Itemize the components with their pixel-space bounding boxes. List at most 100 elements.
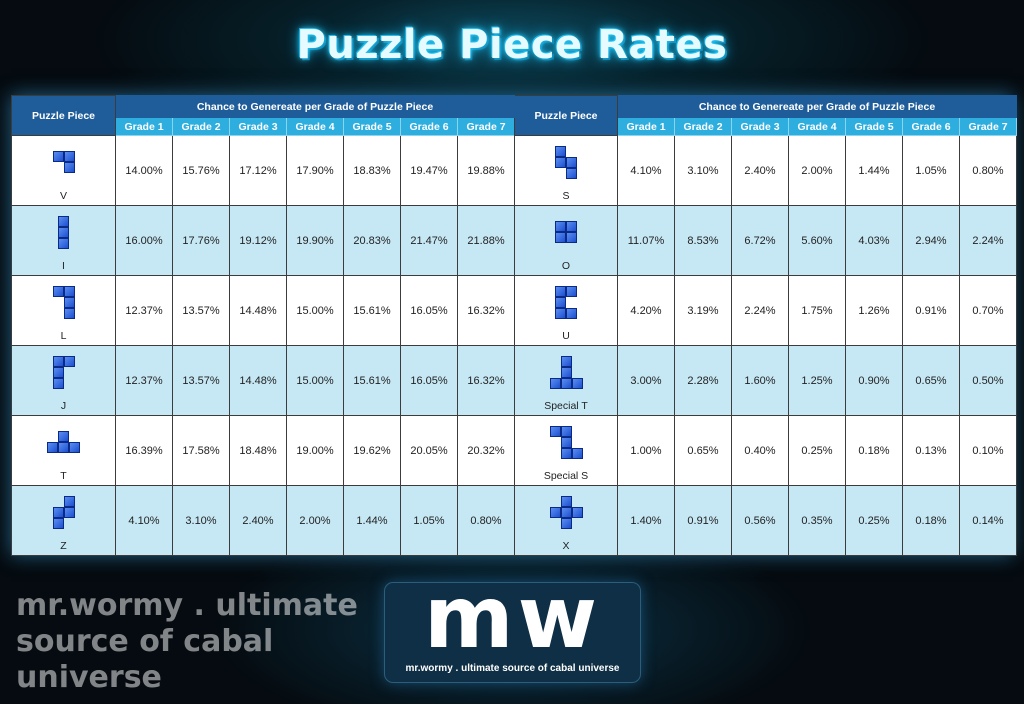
logo-mark: mw bbox=[423, 583, 602, 657]
piece-cell: Z bbox=[11, 485, 116, 556]
rate-cell: 1.44% bbox=[845, 135, 903, 206]
rate-cell: 0.18% bbox=[902, 485, 960, 556]
rate-cell: 18.48% bbox=[229, 415, 287, 486]
piece-name: Special S bbox=[543, 470, 589, 482]
rate-cell: 0.50% bbox=[959, 345, 1017, 416]
rate-cell: 15.76% bbox=[172, 135, 230, 206]
rate-cell: 0.80% bbox=[457, 485, 515, 556]
rate-cell: 3.10% bbox=[674, 135, 732, 206]
rate-cell: 0.91% bbox=[902, 275, 960, 346]
piece-cell: J bbox=[11, 345, 116, 416]
rate-cell: 15.00% bbox=[286, 275, 344, 346]
grade-header-4: Grade 4 bbox=[788, 117, 846, 136]
rate-cell: 0.25% bbox=[845, 485, 903, 556]
rate-cell: 0.14% bbox=[959, 485, 1017, 556]
rate-cell: 2.00% bbox=[286, 485, 344, 556]
rate-cell: 1.26% bbox=[845, 275, 903, 346]
rate-cell: 19.90% bbox=[286, 205, 344, 276]
table-row: I 16.00% 17.76% 19.12% 19.90% 20.83% 21.47% 21.… bbox=[11, 205, 1017, 276]
rate-cell: 17.76% bbox=[172, 205, 230, 276]
rate-cell: 19.62% bbox=[343, 415, 401, 486]
rate-cell: 17.90% bbox=[286, 135, 344, 206]
piece-name: O bbox=[561, 260, 571, 272]
rate-cell: 15.61% bbox=[343, 345, 401, 416]
rate-cell: 1.00% bbox=[617, 415, 675, 486]
rate-cell: 21.47% bbox=[400, 205, 458, 276]
rate-cell: 0.65% bbox=[902, 345, 960, 416]
piece-name: X bbox=[562, 540, 570, 552]
rate-cell: 14.00% bbox=[115, 135, 173, 206]
piece-cell: T bbox=[11, 415, 116, 486]
grade-header-7: Grade 7 bbox=[457, 117, 515, 136]
rate-cell: 4.03% bbox=[845, 205, 903, 276]
grade-header-2: Grade 2 bbox=[674, 117, 732, 136]
rate-cell: 14.48% bbox=[229, 345, 287, 416]
piece-cell: V bbox=[11, 135, 116, 206]
grade-header-2: Grade 2 bbox=[172, 117, 230, 136]
rate-cell: 1.75% bbox=[788, 275, 846, 346]
piece-cell: I bbox=[11, 205, 116, 276]
rate-cell: 15.00% bbox=[286, 345, 344, 416]
rate-cell: 16.39% bbox=[115, 415, 173, 486]
rate-cell: 1.44% bbox=[343, 485, 401, 556]
piece-name: S bbox=[562, 190, 570, 202]
table-row: Z 4.10% 3.10% 2.40% 2.00% 1.44% 1.05% 0.80% X 1.4… bbox=[11, 485, 1017, 556]
rate-cell: 1.05% bbox=[902, 135, 960, 206]
table-row: V 14.00% 15.76% 17.12% 17.90% 18.83% 19.47% 19.… bbox=[11, 135, 1017, 206]
rate-cell: 2.00% bbox=[788, 135, 846, 206]
piece-column-header: Puzzle Piece bbox=[11, 95, 116, 136]
rate-cell: 0.25% bbox=[788, 415, 846, 486]
piece-cell: Special T bbox=[514, 345, 618, 416]
mw-logo: mw mr.wormy . ultimate source of cabal u… bbox=[384, 582, 641, 683]
rate-cell: 20.05% bbox=[400, 415, 458, 486]
rate-cell: 3.00% bbox=[617, 345, 675, 416]
grade-header-1: Grade 1 bbox=[617, 117, 675, 136]
rate-cell: 17.58% bbox=[172, 415, 230, 486]
grade-header-5: Grade 5 bbox=[343, 117, 401, 136]
page-title: Puzzle Piece Rates bbox=[296, 22, 728, 68]
rate-cell: 11.07% bbox=[617, 205, 675, 276]
rate-cell: 2.40% bbox=[229, 485, 287, 556]
rate-cell: 8.53% bbox=[674, 205, 732, 276]
rate-cell: 19.88% bbox=[457, 135, 515, 206]
rate-cell: 6.72% bbox=[731, 205, 789, 276]
rate-cell: 17.12% bbox=[229, 135, 287, 206]
grade-header-5: Grade 5 bbox=[845, 117, 903, 136]
rate-cell: 0.91% bbox=[674, 485, 732, 556]
piece-name: L bbox=[60, 330, 67, 342]
rate-cell: 2.24% bbox=[959, 205, 1017, 276]
rate-cell: 0.70% bbox=[959, 275, 1017, 346]
logo-tagline: mr.wormy . ultimate source of cabal univ… bbox=[405, 663, 620, 674]
piece-name: T bbox=[60, 470, 67, 482]
rate-cell: 2.94% bbox=[902, 205, 960, 276]
piece-cell: Special S bbox=[514, 415, 618, 486]
rate-cell: 14.48% bbox=[229, 275, 287, 346]
rate-cell: 19.00% bbox=[286, 415, 344, 486]
grade-header-3: Grade 3 bbox=[731, 117, 789, 136]
rate-cell: 16.05% bbox=[400, 275, 458, 346]
piece-name: J bbox=[60, 400, 67, 412]
piece-cell: L bbox=[11, 275, 116, 346]
rate-cell: 13.57% bbox=[172, 345, 230, 416]
rate-cell: 4.10% bbox=[617, 135, 675, 206]
grade-header-1: Grade 1 bbox=[115, 117, 173, 136]
rate-cell: 18.83% bbox=[343, 135, 401, 206]
piece-column-header: Puzzle Piece bbox=[514, 95, 618, 136]
grade-header-6: Grade 6 bbox=[902, 117, 960, 136]
rate-cell: 1.40% bbox=[617, 485, 675, 556]
piece-cell: S bbox=[514, 135, 618, 206]
watermark: mr.wormy . ultimate source of cabal univ… bbox=[16, 588, 358, 695]
chance-header: Chance to Genereate per Grade of Puzzle … bbox=[115, 95, 515, 118]
rates-table-container: Puzzle Piece Chance to Genereate per Gra… bbox=[11, 95, 1017, 556]
rate-cell: 0.80% bbox=[959, 135, 1017, 206]
rate-cell: 19.47% bbox=[400, 135, 458, 206]
table-row: L 12.37% 13.57% 14.48% 15.00% 15.61% 16.05% 16.… bbox=[11, 275, 1017, 346]
chance-header: Chance to Genereate per Grade of Puzzle … bbox=[617, 95, 1017, 118]
rate-cell: 0.35% bbox=[788, 485, 846, 556]
piece-name: Z bbox=[60, 540, 67, 552]
piece-name: I bbox=[62, 260, 65, 272]
rate-cell: 3.10% bbox=[172, 485, 230, 556]
grade-header-4: Grade 4 bbox=[286, 117, 344, 136]
rate-cell: 12.37% bbox=[115, 275, 173, 346]
rate-cell: 12.37% bbox=[115, 345, 173, 416]
